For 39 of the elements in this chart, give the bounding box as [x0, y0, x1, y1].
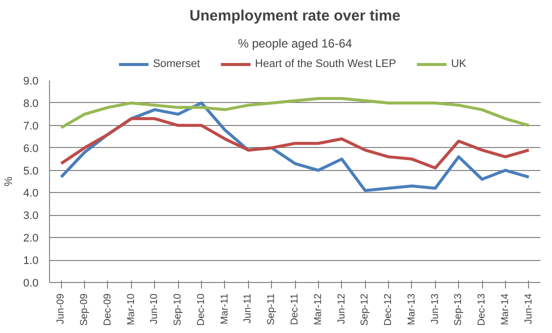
- x-tick-label: Dec-13: [476, 293, 488, 326]
- line-series: [60, 96, 530, 130]
- x-tick-label: Dec-12: [383, 293, 394, 326]
- line-series: [60, 117, 530, 170]
- x-tick-label: Jun-12: [336, 293, 348, 324]
- y-tick-label: 7.0: [23, 120, 39, 132]
- x-tick-label: Jun-14: [523, 293, 534, 324]
- x-tick-label: Mar-14: [500, 293, 511, 326]
- y-tick-label: 0.0: [23, 278, 39, 290]
- x-tick-label: Sep-10: [172, 293, 184, 326]
- y-tick-label: 2.0: [23, 232, 39, 245]
- y-tick-label: 1.0: [23, 255, 39, 268]
- legend-label: UK: [451, 58, 468, 70]
- x-tick-label: Dec-11: [290, 293, 300, 325]
- x-tick-label: Mar-11: [219, 293, 230, 324]
- x-tick-label: Jun-11: [242, 293, 254, 324]
- x-tick-label: Dec-09: [102, 293, 114, 326]
- x-tick-label: Dec-10: [196, 293, 207, 326]
- x-tick-label: Sep-11: [266, 293, 278, 326]
- y-tick-label: 3.0: [23, 210, 39, 222]
- x-tick-label: Jun-10: [149, 293, 160, 324]
- legend-label: Somerset: [152, 58, 200, 70]
- x-tick-label: Mar-13: [406, 293, 418, 326]
- x-tick-label: Sep-13: [453, 293, 464, 326]
- x-tick-label: Sep-12: [360, 293, 371, 326]
- chart-subtitle: % people aged 16-64: [238, 36, 352, 50]
- chart-title: Unemployment rate over time: [190, 8, 400, 24]
- y-axis-title: %: [3, 176, 16, 186]
- y-tick-label: 6.0: [23, 142, 39, 155]
- y-tick-label: 9.0: [23, 76, 39, 88]
- x-tick-label: Sep-09: [79, 293, 90, 326]
- x-tick-label: Mar-12: [312, 293, 324, 326]
- y-tick-label: 8.0: [23, 98, 39, 110]
- x-tick-label: Jun-13: [430, 293, 441, 324]
- y-tick-label: 5.0: [23, 165, 39, 178]
- x-tick-label: Mar-10: [126, 293, 137, 326]
- x-tick-label: Jun-09: [56, 293, 67, 324]
- y-tick-label: 4.0: [23, 188, 39, 200]
- legend-label: Heart of the South West LEP: [255, 58, 396, 70]
